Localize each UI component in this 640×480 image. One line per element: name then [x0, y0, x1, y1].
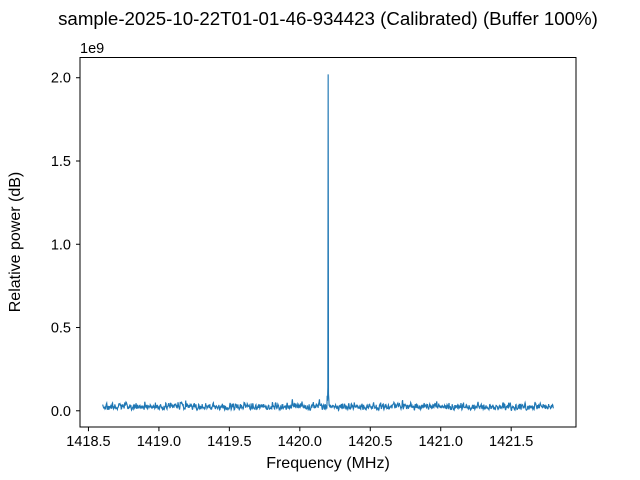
svg-text:1.5: 1.5 [51, 154, 71, 170]
svg-text:Frequency (MHz): Frequency (MHz) [266, 455, 390, 472]
svg-text:1419.0: 1419.0 [137, 434, 181, 450]
svg-text:sample-2025-10-22T01-01-46-934: sample-2025-10-22T01-01-46-934423 (Calib… [58, 8, 598, 29]
svg-text:1420.0: 1420.0 [278, 434, 322, 450]
svg-text:0.0: 0.0 [51, 404, 71, 420]
svg-text:1419.5: 1419.5 [207, 434, 251, 450]
svg-text:1.0: 1.0 [51, 237, 71, 253]
svg-text:1418.5: 1418.5 [66, 434, 110, 450]
svg-text:1420.5: 1420.5 [348, 434, 392, 450]
svg-text:0.5: 0.5 [51, 321, 71, 337]
svg-text:1e9: 1e9 [80, 41, 104, 57]
svg-text:1421.0: 1421.0 [419, 434, 463, 450]
svg-text:2.0: 2.0 [51, 71, 71, 87]
svg-text:1421.5: 1421.5 [489, 434, 533, 450]
svg-text:Relative power (dB): Relative power (dB) [7, 172, 24, 313]
